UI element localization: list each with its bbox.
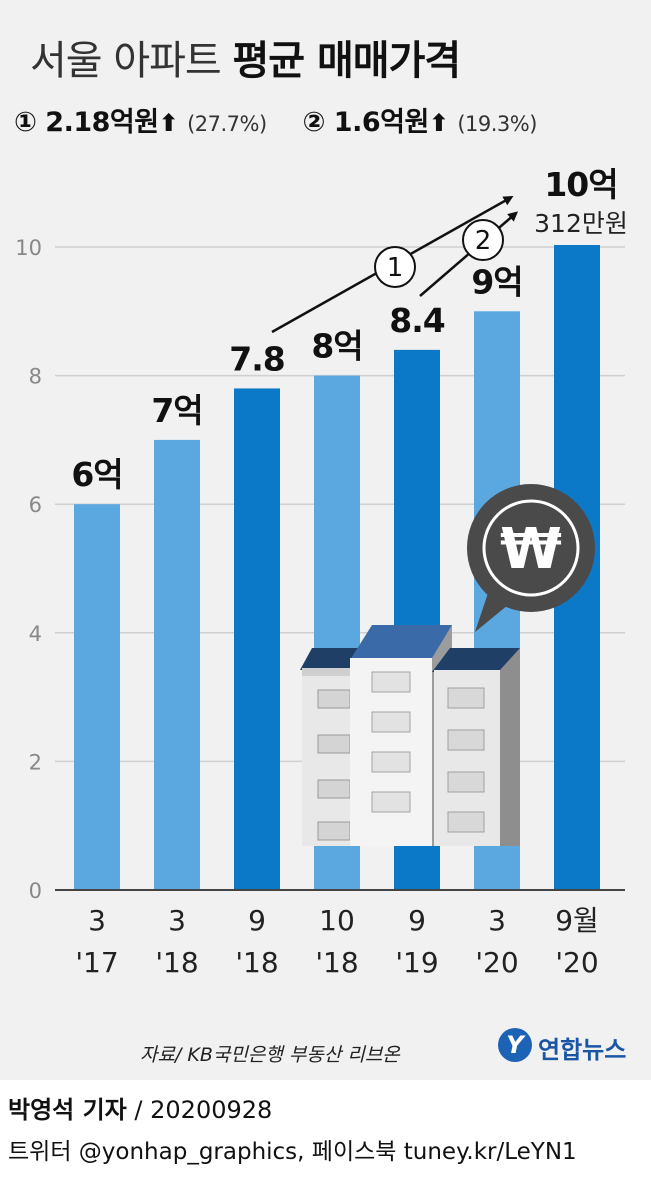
building-window xyxy=(371,751,411,773)
data-label: 8억 xyxy=(311,327,362,366)
building-window xyxy=(371,791,411,813)
social-line: 트위터 @yonhap_graphics, 페이스북 tuney.kr/LeYN… xyxy=(8,1139,577,1165)
bar xyxy=(234,388,280,890)
annotation-label-1: 1 xyxy=(387,253,404,283)
y-tick-label: 8 xyxy=(29,365,42,389)
x-tick-label: 10 xyxy=(319,904,355,937)
data-label: 10억 xyxy=(544,165,617,204)
annotation-label-2: 2 xyxy=(475,226,492,256)
reporter-name: 박영석 기자 xyxy=(8,1096,127,1124)
title-light: 서울 아파트 xyxy=(30,38,222,84)
data-label: 7.8 xyxy=(229,339,284,378)
x-tick-label-year: '20 xyxy=(555,946,598,979)
x-tick-label: 3 xyxy=(488,904,506,937)
building-window xyxy=(447,729,485,751)
building-window xyxy=(371,711,411,733)
building-window xyxy=(317,689,351,709)
x-tick-label: 9 xyxy=(248,904,266,937)
yonhap-logo: Y 연합뉴스 xyxy=(498,1022,648,1070)
x-tick-label-year: '18 xyxy=(315,946,358,979)
bar-chart: 0 2 4 6 8 10 3 '17 3 '18 9 '18 10 '18 9 '19 3 '20 9월 '20 6억 7… xyxy=(15,165,628,979)
x-tick-label: 3 xyxy=(168,904,186,937)
bar xyxy=(154,439,200,890)
change-1-percent: (27.7%) xyxy=(187,112,267,136)
data-label: 6억 xyxy=(71,455,122,494)
change-2-arrow-icon: ⬆ xyxy=(428,109,449,137)
annotation-label-1-circle xyxy=(374,246,416,288)
publish-date: 20200928 xyxy=(150,1096,273,1124)
data-label: 8.4 xyxy=(389,301,444,340)
data-label: 7억 xyxy=(151,391,202,430)
x-tick-label: 9월 xyxy=(555,904,599,937)
source-note: 자료/ KB국민은행 부동산 리브온 xyxy=(140,1044,400,1066)
building-right-side xyxy=(500,648,520,846)
apartment-illustration: ₩ xyxy=(300,484,595,846)
x-tick-label-year: '18 xyxy=(155,946,198,979)
y-tick-label: 10 xyxy=(15,236,42,260)
bar xyxy=(74,504,120,890)
y-tick-label: 0 xyxy=(29,879,42,903)
won-icon: ₩ xyxy=(500,517,562,582)
won-bubble-tail xyxy=(475,593,508,632)
building-window xyxy=(317,779,351,799)
change-1-amount: 2.18억원 xyxy=(45,107,159,138)
x-tick-label-year: '20 xyxy=(475,946,518,979)
change-1-marker: ① xyxy=(14,107,37,138)
building-window xyxy=(317,821,351,841)
building-window xyxy=(371,671,411,693)
annotation-label-2-circle xyxy=(462,219,504,261)
change-2-percent: (19.3%) xyxy=(457,112,537,136)
building-window xyxy=(447,687,485,709)
y-tick-label: 4 xyxy=(29,622,42,646)
building-window xyxy=(447,811,485,833)
won-inner-ring xyxy=(482,499,580,597)
y-tick-label: 6 xyxy=(29,493,42,517)
x-tick-label-year: '18 xyxy=(235,946,278,979)
building-left-eave xyxy=(302,668,362,676)
change-2-amount: 1.6억원 xyxy=(333,107,430,138)
reporter-line: 박영석 기자 / 20200928 xyxy=(8,1090,272,1125)
x-tick-label-year: '19 xyxy=(395,946,438,979)
yonhap-logo-mark-icon: Y xyxy=(498,1028,532,1062)
y-tick-label: 2 xyxy=(29,750,42,774)
building-middle-roof xyxy=(350,625,452,660)
change-2-marker: ② xyxy=(302,107,326,138)
title-bold: 평균 매매가격 xyxy=(232,38,461,84)
building-right-roof xyxy=(432,648,520,672)
reporter-slash: / xyxy=(134,1096,143,1124)
building-window xyxy=(317,734,351,754)
yonhap-logo-name: 연합뉴스 xyxy=(538,1036,627,1064)
infographic-card: 서울 아파트 평균 매매가격 ① 2.18억원⬆ (27.7%) ② 1.6억원… xyxy=(0,0,651,1080)
x-tick-label: 3 xyxy=(88,904,106,937)
building-window xyxy=(447,771,485,793)
x-tick-label-year: '17 xyxy=(75,946,118,979)
data-label: 9억 xyxy=(471,262,522,301)
chart-title: 서울 아파트 평균 매매가격 xyxy=(30,28,461,86)
x-tick-label: 9 xyxy=(408,904,426,937)
change-summary: ① 2.18억원⬆ (27.7%) ② 1.6억원⬆ (19.3%) xyxy=(14,100,537,139)
change-1-arrow-icon: ⬆ xyxy=(158,109,179,137)
data-sublabel: 312만원 xyxy=(534,209,628,238)
